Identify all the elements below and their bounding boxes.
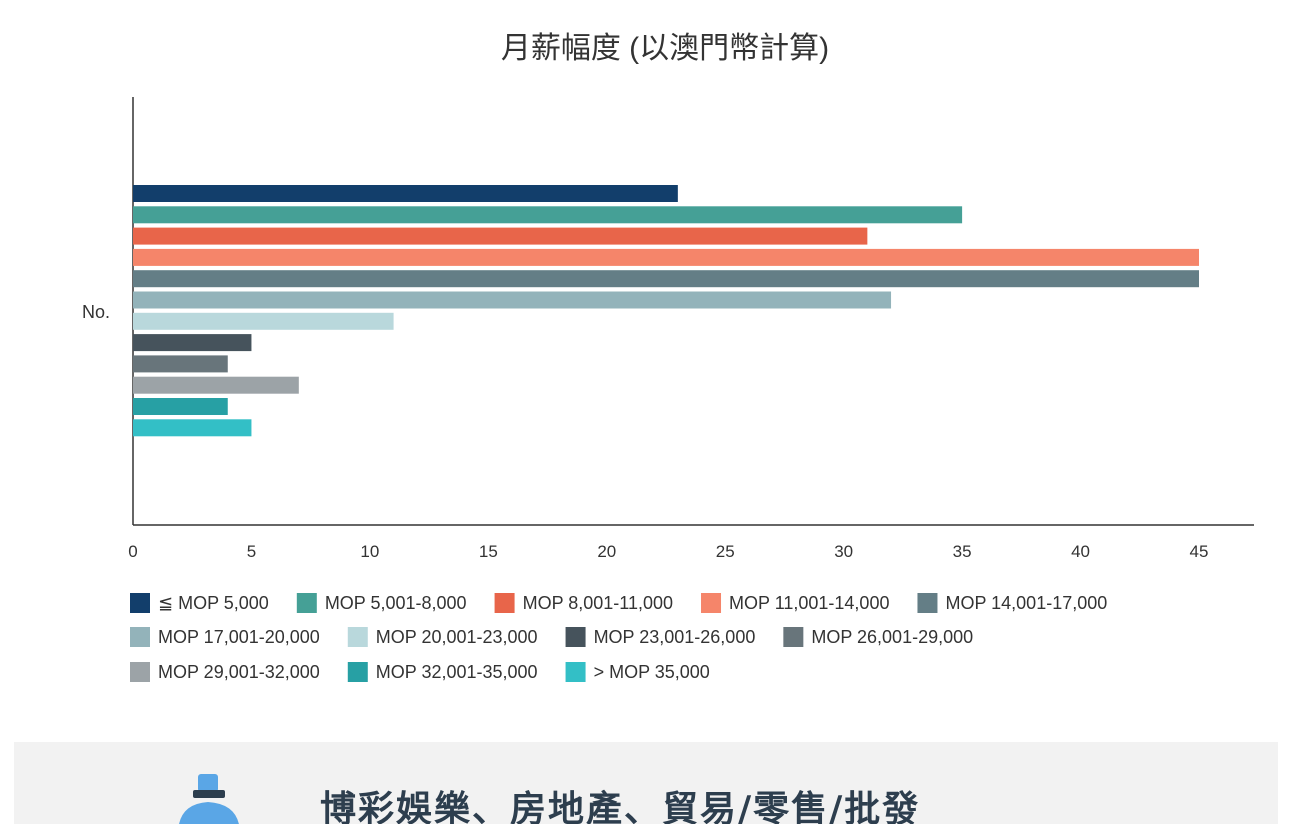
x-tick-label: 10 — [360, 542, 379, 561]
bar — [133, 334, 252, 352]
bar — [133, 185, 678, 202]
industry-banner: 博彩娛樂、房地產、貿易/零售/批發 — [14, 742, 1278, 824]
bar — [133, 291, 892, 309]
bars-group — [133, 185, 1199, 437]
legend-swatch — [565, 662, 586, 682]
legend-label: MOP 5,001-8,000 — [325, 593, 467, 613]
category-label: No. — [82, 302, 110, 322]
legend-swatch — [130, 627, 150, 647]
bar — [133, 355, 228, 373]
bar — [133, 206, 963, 224]
x-tick-label: 30 — [834, 542, 853, 561]
bar — [133, 419, 252, 437]
legend-label: MOP 26,001-29,000 — [811, 627, 973, 647]
salary-range-chart: 月薪幅度 (以澳門幣計算) 0 5 10 15 20 25 30 35 40 45 No. ≦ M… — [82, 32, 1254, 682]
legend-label: MOP 23,001-26,000 — [594, 627, 756, 647]
legend-swatch — [130, 662, 150, 682]
legend-label: ≦ MOP 5,000 — [158, 593, 269, 613]
legend-swatch — [917, 593, 938, 613]
legend-label: MOP 17,001-20,000 — [158, 627, 320, 647]
x-tick-label: 0 — [128, 542, 137, 561]
legend-swatch — [494, 593, 515, 613]
banner-title: 博彩娛樂、房地產、貿易/零售/批發 — [320, 789, 921, 824]
bar — [133, 248, 1199, 266]
bar — [133, 270, 1199, 288]
legend-swatch — [565, 627, 586, 647]
legend-label: MOP 20,001-23,000 — [376, 627, 538, 647]
legend-label: MOP 29,001-32,000 — [158, 662, 320, 682]
category-labels: No. — [82, 302, 110, 322]
legend-label: MOP 8,001-11,000 — [523, 593, 673, 613]
x-tick-label: 40 — [1071, 542, 1090, 561]
chart-svg: 月薪幅度 (以澳門幣計算) 0 5 10 15 20 25 30 35 40 45 No. ≦ M… — [82, 32, 1254, 682]
x-tick-label: 20 — [597, 542, 616, 561]
legend-swatch — [347, 627, 368, 647]
x-tick-label: 15 — [479, 542, 498, 561]
legend-label: MOP 14,001-17,000 — [945, 593, 1107, 613]
chart-title: 月薪幅度 (以澳門幣計算) — [501, 32, 829, 65]
x-tick-labels: 0 5 10 15 20 25 30 35 40 45 — [128, 542, 1208, 561]
x-tick-label: 5 — [247, 542, 256, 561]
bar — [133, 398, 228, 415]
legend: ≦ MOP 5,000 MOP 5,001-8,000 MOP 8,001-11,0… — [130, 593, 1107, 682]
legend-swatch — [701, 593, 722, 613]
bottle-icon — [179, 774, 239, 824]
legend-label: > MOP 35,000 — [594, 662, 710, 682]
x-tick-label: 45 — [1190, 542, 1209, 561]
legend-swatch — [783, 627, 804, 647]
legend-swatch — [347, 662, 368, 682]
bar — [133, 376, 299, 394]
bar — [133, 312, 394, 330]
legend-label: MOP 32,001-35,000 — [376, 662, 538, 682]
bar — [133, 227, 868, 245]
legend-swatch — [296, 593, 317, 613]
legend-label: MOP 11,001-14,000 — [729, 593, 889, 613]
x-tick-label: 35 — [953, 542, 972, 561]
legend-swatch — [130, 593, 150, 613]
x-tick-label: 25 — [716, 542, 735, 561]
